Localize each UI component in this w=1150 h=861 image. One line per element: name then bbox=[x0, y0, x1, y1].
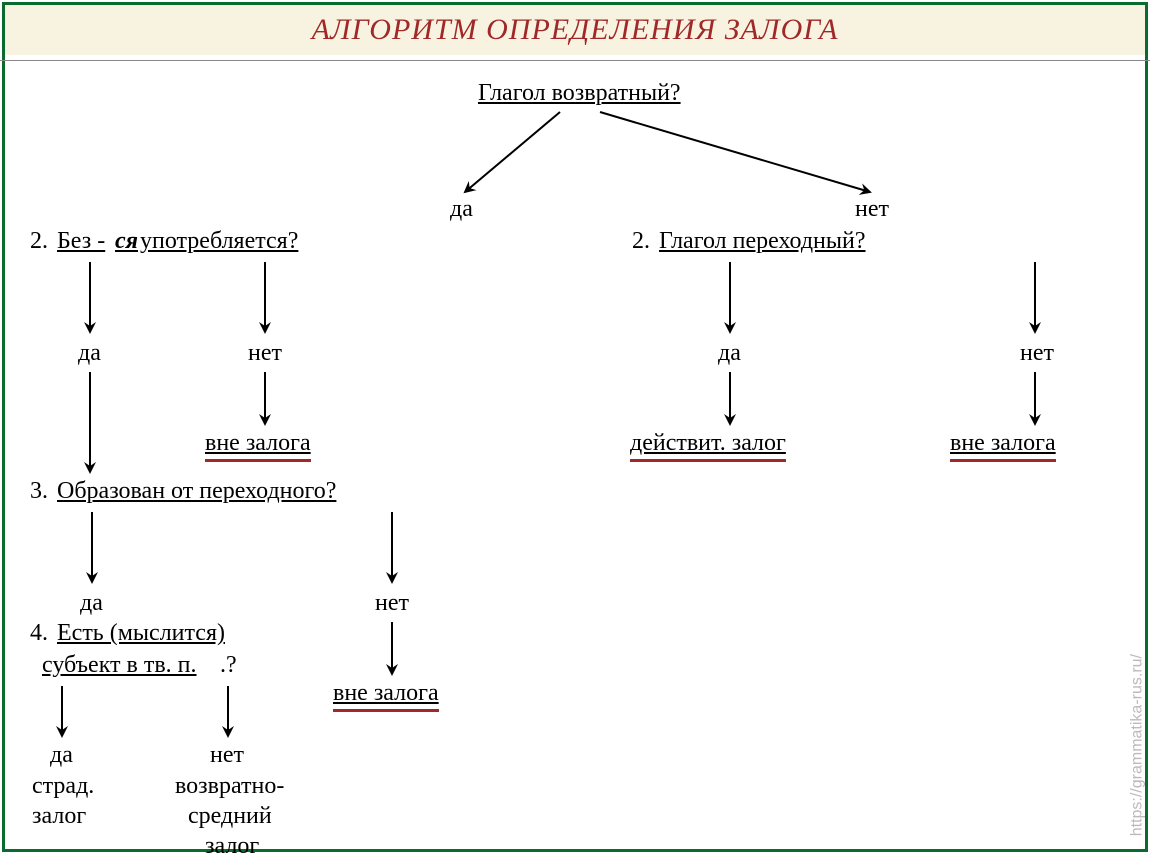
node-q2R: Глагол переходный? bbox=[659, 228, 866, 255]
node-a_da3: да bbox=[80, 590, 103, 617]
node-a_net2L: нет bbox=[248, 340, 282, 367]
node-q2L_a: Без - bbox=[57, 228, 105, 255]
node-a_da2L: да bbox=[78, 340, 101, 367]
node-q2L_pre: 2. bbox=[30, 228, 48, 255]
node-r3: вне залога bbox=[950, 430, 1056, 462]
node-q2L_b: ся bbox=[115, 228, 138, 255]
title-divider bbox=[0, 60, 1150, 61]
page-title: АЛГОРИТМ ОПРЕДЕЛЕНИЯ ЗАЛОГА bbox=[312, 13, 839, 47]
node-q4a: Есть (мыслится) bbox=[57, 620, 225, 647]
node-r1: вне залога bbox=[205, 430, 311, 462]
node-q4c: .? bbox=[220, 652, 237, 679]
node-r4: вне залога bbox=[333, 680, 439, 712]
title-bar: АЛГОРИТМ ОПРЕДЕЛЕНИЯ ЗАЛОГА bbox=[5, 5, 1145, 55]
node-q4b: субъект в тв. п. bbox=[42, 652, 197, 679]
node-a_net3: нет bbox=[375, 590, 409, 617]
node-f2b: средний bbox=[188, 802, 272, 831]
node-a_net2R: нет bbox=[1020, 340, 1054, 367]
node-q4_pre: 4. bbox=[30, 620, 48, 647]
node-a_net4: нет bbox=[210, 742, 244, 769]
node-f1b: залог bbox=[32, 802, 86, 831]
node-a_da4: да bbox=[50, 742, 73, 769]
node-f1a: страд. bbox=[32, 772, 94, 801]
node-q3: Образован от переходного? bbox=[57, 478, 336, 505]
node-f2a: возвратно- bbox=[175, 772, 284, 801]
node-f2c: залог bbox=[205, 832, 259, 861]
node-q3_pre: 3. bbox=[30, 478, 48, 505]
watermark: https://grammatika-rus.ru/ bbox=[1128, 654, 1146, 836]
outer-frame bbox=[2, 2, 1148, 852]
node-a_net1: нет bbox=[855, 196, 889, 223]
node-q2R_pre: 2. bbox=[632, 228, 650, 255]
node-root: Глагол возвратный? bbox=[478, 80, 681, 107]
node-q2L_c: употребляется? bbox=[140, 228, 298, 255]
node-a_da1: да bbox=[450, 196, 473, 223]
node-r2: действит. залог bbox=[630, 430, 786, 462]
node-a_da2R: да bbox=[718, 340, 741, 367]
